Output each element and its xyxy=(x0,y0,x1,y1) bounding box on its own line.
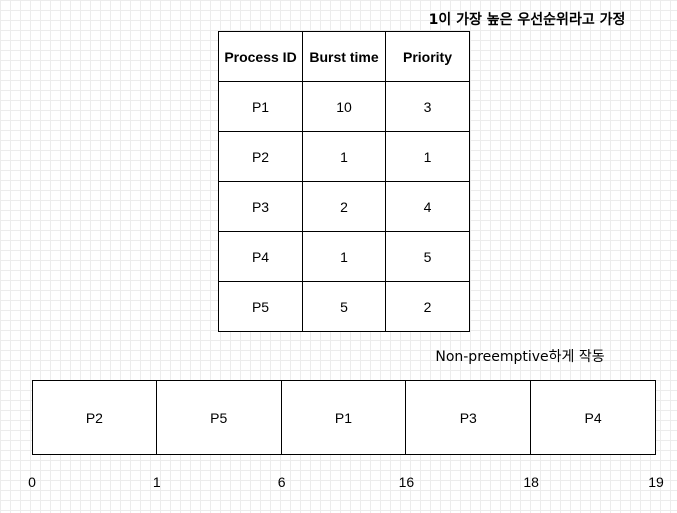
gantt-segment-p3: P3 xyxy=(405,380,532,455)
cell-burst-time: 10 xyxy=(302,81,386,132)
cell-burst-time: 2 xyxy=(302,181,386,232)
gantt-tick-label: 0 xyxy=(28,474,36,490)
cell-process-id: P5 xyxy=(218,281,303,332)
gantt-tick-label: 6 xyxy=(277,474,286,490)
cell-priority: 2 xyxy=(385,281,470,332)
cell-burst-time: 5 xyxy=(302,281,386,332)
cell-priority: 1 xyxy=(385,131,470,182)
cell-priority: 3 xyxy=(385,81,470,132)
scheduling-mode-note: Non-preemptive하게 작동 xyxy=(435,349,605,365)
gantt-tick-label: 16 xyxy=(398,474,415,490)
process-table: Process ID Burst time Priority P1 10 3 P… xyxy=(218,31,470,332)
gantt-chart: P2 P5 P1 P3 P4 xyxy=(32,380,656,455)
table-header-row: Process ID Burst time Priority xyxy=(218,31,470,82)
cell-priority: 5 xyxy=(385,231,470,282)
gantt-segment-p1: P1 xyxy=(280,380,407,455)
header-process-id: Process ID xyxy=(218,31,303,82)
gantt-segment-p2: P2 xyxy=(32,380,157,455)
gantt-segment-p4: P4 xyxy=(530,380,656,455)
header-priority: Priority xyxy=(385,31,470,82)
cell-process-id: P3 xyxy=(218,181,303,232)
gantt-tick-label: 19 xyxy=(648,474,664,490)
table-row: P3 2 4 xyxy=(218,181,470,232)
cell-process-id: P2 xyxy=(218,131,303,182)
cell-process-id: P1 xyxy=(218,81,303,132)
cell-burst-time: 1 xyxy=(302,231,386,282)
gantt-tick-label: 18 xyxy=(523,474,539,490)
gantt-tick-label: 1 xyxy=(152,474,161,490)
cell-priority: 4 xyxy=(385,181,470,232)
table-row: P5 5 2 xyxy=(218,281,470,332)
cell-burst-time: 1 xyxy=(302,131,386,182)
table-row: P2 1 1 xyxy=(218,131,470,182)
header-burst-time: Burst time xyxy=(302,31,386,82)
assumption-note: 1이 가장 높은 우선순위라고 가정 xyxy=(428,12,626,28)
gantt-segment-p5: P5 xyxy=(155,380,282,455)
table-row: P4 1 5 xyxy=(218,231,470,282)
cell-process-id: P4 xyxy=(218,231,303,282)
table-row: P1 10 3 xyxy=(218,81,470,132)
